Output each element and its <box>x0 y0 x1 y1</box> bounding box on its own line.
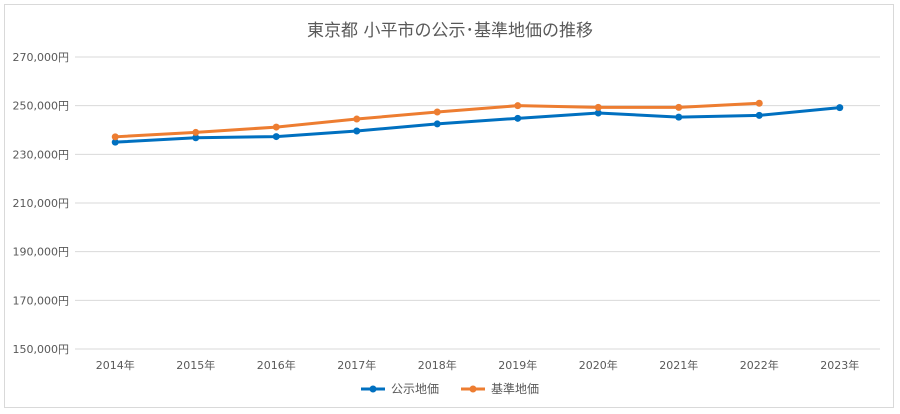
x-tick-label: 2019年 <box>498 358 537 372</box>
legend-item: 基準地価 <box>461 381 539 396</box>
legend-item: 公示地価 <box>361 382 439 396</box>
data-point <box>111 133 119 141</box>
legend-swatch-marker <box>369 385 377 393</box>
x-tick-label: 2018年 <box>418 358 457 372</box>
x-axis-tick-labels: 2014年 2015年 2016年 2017年 2018年 2019年 2020年 2021年… <box>96 358 860 372</box>
x-tick-label: 2022年 <box>740 358 779 372</box>
chart-frame: 東京都 小平市の公示･基準地価の推移 150,000円 170,000円 190,0… <box>4 4 894 408</box>
data-point <box>272 123 280 131</box>
legend-swatch-marker <box>469 385 477 393</box>
y-tick-label: 230,000円 <box>13 148 70 161</box>
data-point <box>675 113 683 121</box>
x-tick-label: 2017年 <box>337 358 376 372</box>
y-tick-label: 170,000円 <box>13 294 70 307</box>
data-point <box>514 114 522 122</box>
series-line <box>113 101 761 139</box>
data-point <box>755 99 763 107</box>
data-point <box>433 120 441 128</box>
legend-label: 基準地価 <box>491 381 539 396</box>
y-axis-tick-labels: 150,000円 170,000円 190,000円 210,000円 230,000円… <box>13 51 70 356</box>
series-line <box>113 106 842 144</box>
data-point <box>192 134 200 142</box>
y-tick-label: 190,000円 <box>13 246 70 259</box>
y-tick-label: 250,000円 <box>13 100 70 113</box>
x-tick-label: 2020年 <box>579 358 618 372</box>
y-tick-label: 150,000円 <box>13 343 70 356</box>
x-tick-label: 2023年 <box>820 358 859 372</box>
data-point <box>433 108 441 116</box>
legend-label: 公示地価 <box>391 382 439 396</box>
y-tick-label: 270,000円 <box>13 51 70 64</box>
data-point <box>594 103 602 111</box>
data-point <box>675 103 683 111</box>
data-point <box>514 102 522 110</box>
line-chart: 東京都 小平市の公示･基準地価の推移 150,000円 170,000円 190,0… <box>13 21 880 396</box>
series-koji-chika <box>111 104 844 146</box>
data-point <box>594 109 602 117</box>
chart-title: 東京都 小平市の公示･基準地価の推移 <box>307 21 593 41</box>
data-point <box>192 128 200 136</box>
data-point <box>755 111 763 119</box>
data-point <box>353 127 361 135</box>
x-tick-label: 2016年 <box>257 358 296 372</box>
data-point <box>111 138 119 146</box>
gridlines <box>75 56 880 350</box>
data-point <box>272 133 280 141</box>
legend: 公示地価 基準地価 <box>361 381 539 396</box>
x-tick-label: 2015年 <box>176 358 215 372</box>
data-point <box>353 115 361 123</box>
series-layer <box>111 99 844 146</box>
x-tick-label: 2014年 <box>96 358 135 372</box>
data-point <box>836 104 844 112</box>
x-tick-label: 2021年 <box>659 358 698 372</box>
series-kijun-chika <box>111 99 763 141</box>
y-tick-label: 210,000円 <box>13 197 70 210</box>
